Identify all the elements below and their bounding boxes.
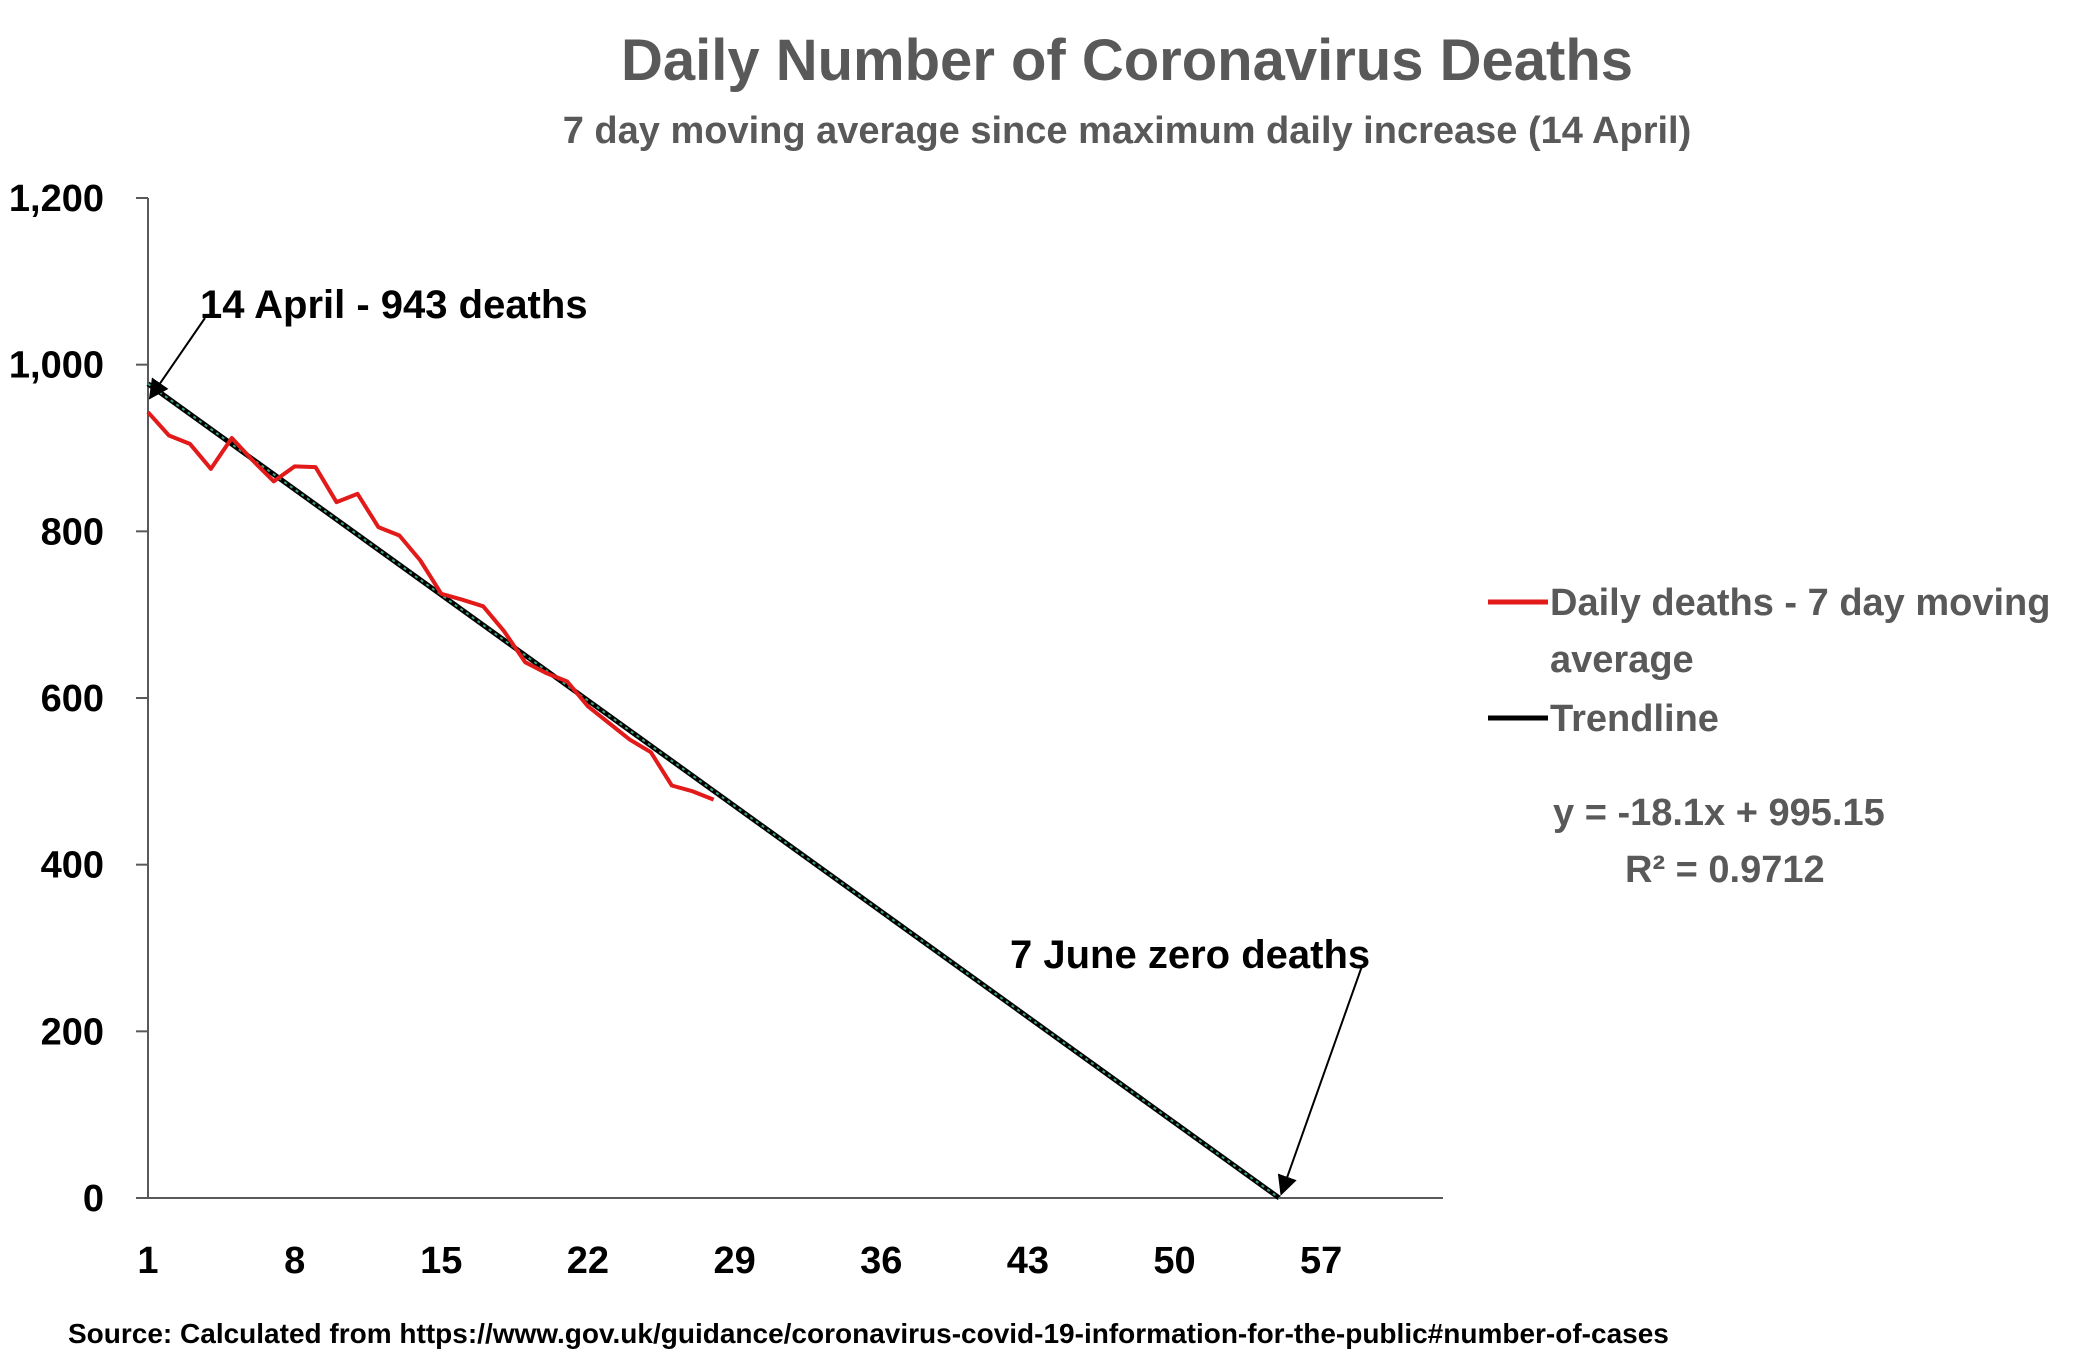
y-tick-label: 200 [41,1011,104,1053]
annotation-14-april: 14 April - 943 deaths [200,283,588,327]
x-tick-label: 1 [137,1240,158,1282]
chart-title: Daily Number of Coronavirus Deaths [621,28,1633,93]
series-line-trendline-dots [147,383,1280,1199]
series-line-daily-deaths [146,410,715,802]
legend-label-daily-deaths: Daily deaths - 7 day moving average [1550,582,2050,681]
annotation-arrow-end [1277,965,1363,1196]
x-tick-label: 22 [567,1240,609,1282]
x-tick-label: 15 [420,1240,462,1282]
y-tick-label: 800 [41,511,104,553]
annotation-7-june: 7 June zero deaths [1010,933,1370,977]
y-tick-label: 1,000 [9,345,104,387]
x-tick-label: 50 [1153,1240,1195,1282]
x-tick-label: 29 [713,1240,755,1282]
legend: Daily deaths - 7 day moving average Trend… [1488,582,2050,740]
trendline-equation: y = -18.1x + 995.15 [1553,792,1885,834]
chart-subtitle: 7 day moving average since maximum daily… [563,110,1692,152]
series-layer [146,381,1281,1201]
annotation-arrow-start [148,317,206,400]
x-tick-label: 57 [1300,1240,1342,1282]
x-tick-label: 8 [284,1240,305,1282]
x-axis-ticks: 1 8 15 22 29 36 43 50 57 [137,1240,1342,1282]
y-tick-label: 0 [83,1178,104,1220]
x-tick-label: 43 [1007,1240,1049,1282]
y-tick-label: 1,200 [9,178,104,220]
trendline-r-squared: R² = 0.9712 [1625,849,1825,891]
y-tick-label: 600 [41,678,104,720]
legend-label-trendline: Trendline [1550,698,1719,740]
y-axis-ticks: 0 200 400 600 800 1,000 1,200 [9,178,148,1220]
y-tick-label: 400 [41,845,104,887]
x-tick-label: 36 [860,1240,902,1282]
source-note: Source: Calculated from https://www.gov.… [68,1318,1669,1349]
